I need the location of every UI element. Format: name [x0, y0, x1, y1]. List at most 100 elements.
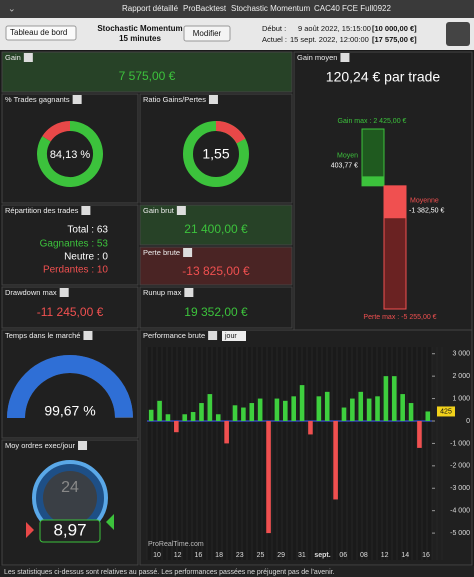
- bar: [199, 403, 204, 421]
- bar: [174, 420, 179, 433]
- panel-title: Gain: [5, 53, 21, 62]
- bar: [257, 398, 263, 421]
- bar: [207, 394, 213, 421]
- x-tick-label: 16: [422, 552, 430, 559]
- bar: [291, 396, 296, 421]
- x-tick-label: 10: [153, 552, 161, 559]
- bar: [316, 396, 322, 421]
- settings-icon[interactable]: [59, 288, 69, 297]
- x-tick-label: 29: [277, 552, 285, 559]
- time-label: 99,67 %: [44, 403, 95, 419]
- settings-icon[interactable]: [183, 248, 193, 257]
- gross-loss-value: -13 825,00 €: [182, 264, 250, 278]
- y-tick-label: -4 000: [450, 508, 470, 515]
- runup-value: 19 352,00 €: [184, 305, 248, 319]
- settings-icon[interactable]: [72, 95, 82, 104]
- neutral: Neutre : 0: [64, 252, 108, 263]
- total: Total : 63: [67, 225, 108, 236]
- modify-button[interactable]: [183, 25, 231, 42]
- bar: [324, 391, 330, 421]
- settings-icon[interactable]: [208, 95, 218, 104]
- bar: [299, 385, 305, 421]
- tab[interactable]: ProBacktest: [183, 4, 227, 13]
- y-tick-label: 3 000: [452, 351, 470, 358]
- bar: [408, 403, 414, 421]
- panel-title: Drawdown max: [5, 288, 57, 297]
- max-label: Gain max : 2 425,00 €: [338, 118, 407, 125]
- drawdown-value: -11 245,00 €: [37, 305, 104, 319]
- tab[interactable]: Stochastic Momentum: [231, 4, 310, 13]
- current-date: 15 sept. 2022, 12:00:00: [290, 35, 369, 44]
- footer: Les statistiques ci-dessus sont relative…: [4, 569, 335, 576]
- win-arc: [37, 121, 103, 187]
- arrow-red: [26, 522, 34, 538]
- panel-title: % Trades gagnants: [5, 95, 70, 104]
- view-select[interactable]: [5, 25, 77, 41]
- titlebar: [0, 0, 474, 18]
- settings-icon[interactable]: [340, 53, 350, 62]
- toolbar: [0, 18, 474, 50]
- bar: [425, 411, 431, 421]
- settings-icon[interactable]: [184, 288, 194, 297]
- bar: [157, 400, 162, 421]
- panel-title: Moy ordres exec/jour: [5, 441, 76, 450]
- settings-icon[interactable]: [208, 331, 218, 340]
- tab[interactable]: CAC40 FCE Full0922: [314, 4, 391, 13]
- panel-title: Perte brute: [143, 248, 180, 257]
- panel: [1, 204, 139, 286]
- arrow-green: [106, 514, 114, 530]
- winning: Gagnantes : 53: [40, 239, 109, 250]
- bar: [232, 405, 238, 421]
- bar: [241, 407, 246, 421]
- x-tick-label: 14: [401, 552, 409, 559]
- chevron: ⌄: [8, 3, 16, 13]
- bar: [417, 420, 422, 448]
- bar: [375, 396, 380, 421]
- modify-label: Modifier: [193, 29, 222, 38]
- y-tick-label: 0: [466, 418, 470, 425]
- panel-title: Gain moyen: [297, 53, 337, 62]
- x-tick-label: 12: [381, 552, 389, 559]
- x-tick-label: 16: [194, 552, 202, 559]
- bar: [215, 414, 221, 421]
- x-tick-label: 18: [215, 552, 223, 559]
- clock-face: [43, 471, 97, 525]
- settings-icon[interactable]: [81, 206, 91, 215]
- view-label: Tableau de bord: [10, 28, 67, 37]
- min-label: Perte max : -5 255,00 €: [363, 314, 436, 321]
- settings-icon[interactable]: [176, 206, 186, 215]
- app-icon[interactable]: [446, 22, 470, 46]
- bar: [400, 394, 405, 421]
- loss-label: Moyenne: [410, 198, 439, 205]
- win-rate-label: 84,13 %: [50, 149, 91, 161]
- loss-value: -1 382,50 €: [409, 208, 445, 215]
- gauge-arc: [7, 355, 133, 419]
- bar: [266, 420, 271, 534]
- period-select[interactable]: [222, 331, 246, 341]
- start-date: 9 août 2022, 15:15:00: [298, 24, 371, 33]
- last-label: 425: [440, 408, 452, 415]
- bar: [366, 398, 372, 421]
- watermark: ProRealTime.com: [148, 541, 204, 548]
- settings-icon[interactable]: [23, 53, 33, 62]
- ratio-ring-red: [215, 120, 246, 144]
- panel: [139, 286, 293, 329]
- bar: [190, 412, 196, 421]
- tab[interactable]: Rapport détaillé: [122, 4, 179, 13]
- bar: [333, 420, 338, 500]
- settings-icon[interactable]: [83, 331, 93, 340]
- settings-icon[interactable]: [78, 441, 88, 450]
- y-tick-label: -3 000: [450, 485, 470, 492]
- current-label: Actuel :: [262, 35, 287, 44]
- ratio-value: 1,55: [202, 146, 229, 162]
- losing: Perdantes : 10: [43, 265, 108, 276]
- current-capital: [17 575,00 €]: [372, 35, 417, 44]
- panel-title: Gain brut: [143, 206, 175, 215]
- y-tick-label: -2 000: [450, 463, 470, 470]
- footer-bar: [0, 566, 474, 577]
- plot: [147, 347, 432, 560]
- panel: [139, 204, 293, 246]
- panel: [139, 246, 293, 286]
- y-tick-label: -5 000: [450, 530, 470, 537]
